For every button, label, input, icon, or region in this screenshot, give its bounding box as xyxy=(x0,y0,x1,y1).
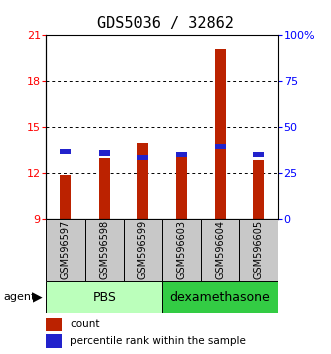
Text: GSM596597: GSM596597 xyxy=(61,219,71,279)
Text: dexamethasone: dexamethasone xyxy=(170,291,270,304)
Text: GSM596598: GSM596598 xyxy=(99,219,109,279)
Bar xyxy=(137,143,148,219)
Text: ▶: ▶ xyxy=(33,291,43,304)
Bar xyxy=(176,152,187,157)
Bar xyxy=(60,175,71,219)
Bar xyxy=(253,152,264,157)
Bar xyxy=(239,219,278,281)
Bar xyxy=(99,158,110,219)
Bar xyxy=(215,49,225,219)
Text: GSM596603: GSM596603 xyxy=(176,220,186,279)
Bar xyxy=(60,149,71,154)
Bar xyxy=(253,160,264,219)
Bar xyxy=(46,219,85,281)
Text: percentile rank within the sample: percentile rank within the sample xyxy=(70,336,246,346)
Bar xyxy=(201,219,239,281)
Bar xyxy=(46,318,62,331)
Bar xyxy=(99,150,110,156)
Bar xyxy=(137,155,148,160)
Bar xyxy=(46,281,162,313)
Bar xyxy=(123,219,162,281)
Text: PBS: PBS xyxy=(92,291,116,304)
Text: GSM596599: GSM596599 xyxy=(138,219,148,279)
Text: agent: agent xyxy=(3,292,36,302)
Bar xyxy=(85,219,123,281)
Bar xyxy=(46,334,62,348)
Text: GDS5036 / 32862: GDS5036 / 32862 xyxy=(97,16,234,31)
Bar xyxy=(162,219,201,281)
Text: GSM596604: GSM596604 xyxy=(215,220,225,279)
Bar xyxy=(215,144,225,149)
Bar xyxy=(162,281,278,313)
Bar xyxy=(176,155,187,219)
Text: count: count xyxy=(70,319,100,329)
Text: GSM596605: GSM596605 xyxy=(254,219,264,279)
